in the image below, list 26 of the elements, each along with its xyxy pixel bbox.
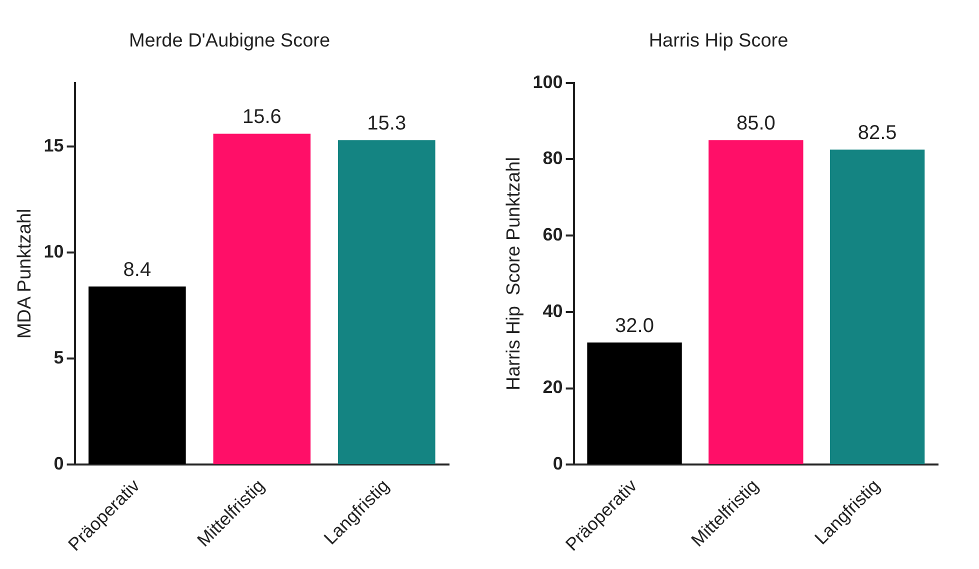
bar [708, 140, 804, 464]
y-tick-label: 15 [44, 135, 64, 156]
chart-title: Harris Hip Score [648, 30, 788, 52]
y-tick-label: 20 [542, 377, 563, 398]
data-label: 32.0 [615, 314, 654, 337]
y-tick-label: 0 [552, 454, 563, 474]
y-tick-label: 60 [542, 224, 563, 245]
data-label: 15.3 [367, 112, 406, 135]
y-tick-label: 5 [54, 348, 64, 368]
y-tick-label: 0 [54, 454, 64, 474]
y-tick-label: 40 [542, 300, 563, 321]
y-axis-title: MDA Punktzahl [14, 208, 36, 339]
data-label: 82.5 [858, 122, 897, 144]
data-label: 15.6 [242, 106, 282, 128]
bar [587, 342, 682, 464]
chart-title: Merde D'Aubigne Score [128, 30, 330, 52]
data-label: 8.4 [123, 258, 152, 281]
bar [88, 286, 186, 464]
y-axis-title: Harris Hip Score Punktzahl [504, 157, 525, 390]
y-tick-label: 100 [532, 72, 563, 92]
bar [830, 150, 925, 464]
bar [338, 140, 436, 464]
data-label: 85.0 [736, 112, 776, 135]
y-tick-label: 80 [542, 148, 563, 168]
bar [213, 134, 311, 464]
y-tick-label: 10 [44, 241, 64, 262]
